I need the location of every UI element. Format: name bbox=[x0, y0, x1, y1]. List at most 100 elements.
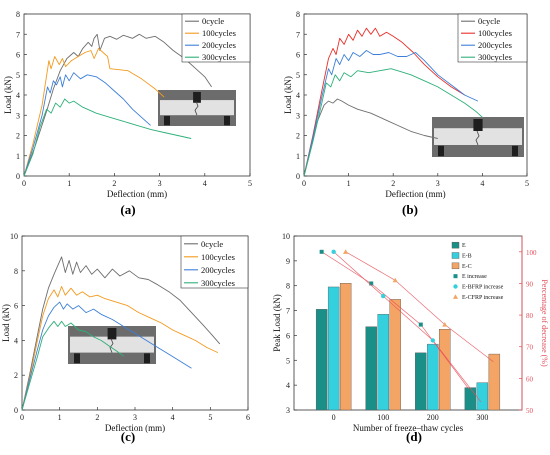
legend-box bbox=[457, 13, 528, 63]
legend-swatch bbox=[451, 241, 460, 249]
x-tick-label: 5 bbox=[525, 179, 529, 188]
x-tick-label: 100 bbox=[377, 413, 389, 422]
y-tick-label: 8 bbox=[286, 282, 290, 291]
legend: 0cycle 100cycles 200cycles 300cycles bbox=[181, 13, 251, 63]
photo-crack bbox=[109, 338, 114, 353]
chart-c: 0 1 2 3 4 5 6 0 2 4 6 8 10 Deflection (mm) Load (kN) 0c… bbox=[1, 232, 250, 444]
legend-label: E-CFRP increase bbox=[462, 295, 504, 301]
series-line-100cycles bbox=[303, 27, 465, 177]
y-axis-title: Peak Load (kN) bbox=[272, 294, 282, 351]
legend-box bbox=[180, 235, 249, 289]
y-tick-label: 4 bbox=[14, 336, 18, 345]
y-tick-label: 0 bbox=[14, 406, 18, 415]
marker-E-CFRP increase bbox=[343, 249, 349, 254]
y-tick-label: 7 bbox=[286, 307, 290, 316]
panel-label: (d) bbox=[406, 429, 422, 444]
y-axis-title: Load (kN) bbox=[283, 76, 293, 114]
x-tick-label: 0 bbox=[332, 413, 336, 422]
bar-E-B bbox=[327, 286, 340, 411]
legend-swatch bbox=[451, 262, 460, 270]
bar-E bbox=[464, 387, 477, 411]
photo-support-left bbox=[164, 115, 170, 126]
x-tick-label: 1 bbox=[58, 413, 62, 422]
y-tick-label: 4 bbox=[286, 381, 290, 390]
series-line-100cycles bbox=[21, 286, 219, 411]
y-tick-label: 9 bbox=[286, 257, 290, 266]
x-axis-title: Number of freeze–thaw cycles bbox=[353, 423, 464, 433]
legend-label: E bbox=[462, 243, 466, 249]
legend-label: 100cycles bbox=[201, 252, 235, 262]
series-line-200cycles bbox=[21, 301, 192, 411]
y-tick-label: 1 bbox=[16, 152, 20, 161]
legend-label: 0cycle bbox=[202, 16, 224, 26]
legend: 0cycle 100cycles 200cycles 300cycles bbox=[180, 235, 249, 289]
marker-E increase bbox=[418, 322, 423, 327]
y2-tick-label: 50 bbox=[526, 407, 534, 415]
trend-line-E increase bbox=[321, 251, 471, 392]
y-tick-label: 3 bbox=[286, 406, 290, 415]
legend-label: 200cycles bbox=[478, 40, 512, 50]
y-tick-label: 3 bbox=[296, 111, 300, 120]
x-tick-label: 6 bbox=[246, 413, 250, 422]
marker-E-CFRP increase bbox=[392, 277, 398, 283]
x-tick-label: 3 bbox=[158, 179, 162, 188]
bar-E-C bbox=[488, 353, 501, 411]
y-tick-label: 3 bbox=[16, 111, 20, 120]
y2-tick-label: 100 bbox=[526, 249, 537, 257]
legend-label: 200cycles bbox=[201, 265, 235, 275]
y-axis-title: Load (kN) bbox=[3, 76, 13, 114]
y-tick-label: 7 bbox=[16, 30, 20, 39]
x-tick-label: 3 bbox=[133, 413, 137, 422]
bar-E bbox=[365, 326, 377, 411]
y2-axis-title: Percentage of decrease (%) bbox=[540, 279, 549, 367]
x-tick-label: 2 bbox=[95, 413, 99, 422]
x-tick-label: 4 bbox=[171, 413, 175, 422]
x-tick-label: 0 bbox=[22, 179, 26, 188]
y-tick-label: 2 bbox=[14, 371, 18, 380]
x-tick-label: 2 bbox=[112, 179, 116, 188]
y-tick-label: 2 bbox=[16, 132, 20, 141]
photo-loading-head bbox=[473, 119, 483, 131]
photo-support-right bbox=[144, 353, 150, 364]
photo-crack bbox=[475, 130, 480, 146]
photo-beam bbox=[434, 128, 522, 145]
y-tick-label: 7 bbox=[296, 30, 300, 39]
photo-crack bbox=[194, 101, 199, 116]
legend-label: 100cycles bbox=[202, 28, 236, 38]
photo-loading-head bbox=[193, 92, 201, 103]
legend-swatch bbox=[451, 252, 460, 259]
chart-a: 0 1 2 3 4 5 0 1 2 3 4 5 6 7 8 Deflection (mm) Load (kN) 0… bbox=[3, 10, 252, 217]
y-tick-label: 6 bbox=[16, 51, 20, 60]
series-line-300cycles bbox=[21, 320, 124, 411]
marker-E-BFRP increase bbox=[331, 249, 336, 255]
legend-label: E-BFRP increase bbox=[462, 285, 504, 291]
photo-support-left bbox=[438, 145, 444, 157]
photo-support-right bbox=[512, 145, 518, 157]
y-tick-label: 1 bbox=[296, 152, 300, 161]
panel-label: (c) bbox=[121, 429, 135, 444]
y-tick-label: 10 bbox=[10, 232, 18, 241]
y-tick-label: 2 bbox=[296, 132, 300, 141]
y-tick-label: 5 bbox=[296, 71, 300, 80]
legend-label: 300cycles bbox=[202, 52, 236, 62]
photo-support-left bbox=[74, 353, 80, 364]
y-tick-label: 0 bbox=[16, 172, 20, 181]
y-tick-label: 8 bbox=[14, 267, 18, 276]
x-tick-label: 0 bbox=[20, 413, 24, 422]
x-tick-label: 200 bbox=[427, 413, 439, 422]
x-tick-label: 2 bbox=[391, 179, 395, 188]
y-tick-label: 0 bbox=[296, 172, 300, 181]
x-axis-title: Deflection (mm) bbox=[105, 423, 165, 433]
y2-tick-label: 90 bbox=[526, 280, 534, 288]
y-tick-label: 10 bbox=[282, 232, 290, 241]
legend: 0cycle 100cycles 200cycles 300cycles bbox=[457, 13, 528, 63]
bar-E bbox=[315, 309, 328, 411]
specimen-photo bbox=[68, 326, 156, 364]
y-tick-label: 6 bbox=[286, 331, 290, 340]
y-tick-label: 8 bbox=[296, 10, 300, 19]
marker-E-BFRP increase bbox=[381, 293, 386, 299]
y-tick-label: 6 bbox=[14, 302, 18, 311]
legend-label: 100cycles bbox=[478, 28, 512, 38]
x-tick-label: 4 bbox=[480, 179, 484, 188]
